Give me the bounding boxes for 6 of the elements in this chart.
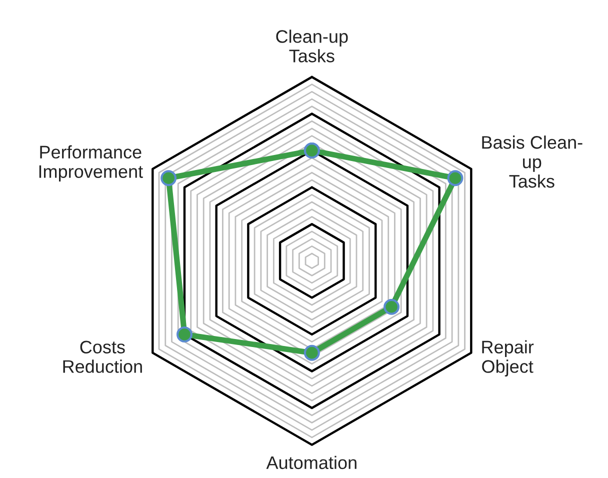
spoke-label: Performance Improvement: [39, 145, 143, 182]
spoke-label: Basis Clean- up Tasks: [482, 136, 582, 188]
spoke-label: Costs Reduction: [63, 340, 142, 373]
spoke-label: Automation: [266, 456, 356, 470]
spoke-label: Clean-up Tasks: [276, 30, 348, 62]
spoke-label: Repair Object: [482, 340, 534, 376]
